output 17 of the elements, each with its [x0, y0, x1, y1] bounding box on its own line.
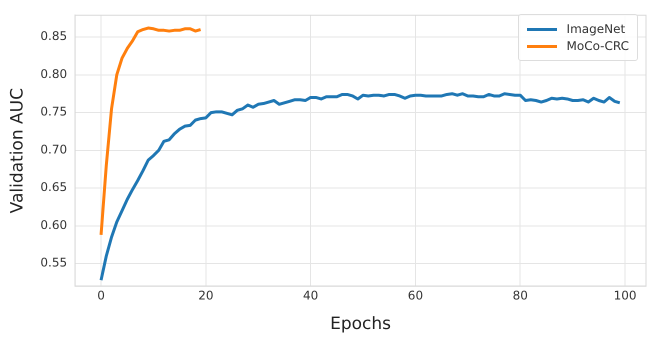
- y-tick-label: 0.55: [40, 256, 68, 270]
- y-tick-label: 0.85: [40, 29, 68, 44]
- y-tick-label: 0.80: [40, 66, 68, 81]
- x-tick-label: 60: [408, 288, 424, 303]
- x-tick-label: 20: [198, 288, 214, 303]
- y-tick-label: 0.65: [40, 180, 68, 194]
- x-tick-label: 80: [512, 288, 528, 303]
- x-tick-label: 0: [97, 288, 105, 303]
- x-tick-label: 100: [614, 288, 636, 303]
- legend-label: MoCo-CRC: [566, 39, 629, 53]
- y-tick-label: 0.75: [40, 104, 68, 119]
- y-axis-title: Validation AUC: [8, 88, 28, 214]
- x-tick-label: 40: [303, 288, 318, 303]
- y-tick-label: 0.70: [40, 142, 68, 156]
- x-axis-title: Epochs: [330, 314, 392, 334]
- legend-label: ImageNet: [566, 22, 626, 36]
- y-tick-label: 0.60: [40, 218, 68, 232]
